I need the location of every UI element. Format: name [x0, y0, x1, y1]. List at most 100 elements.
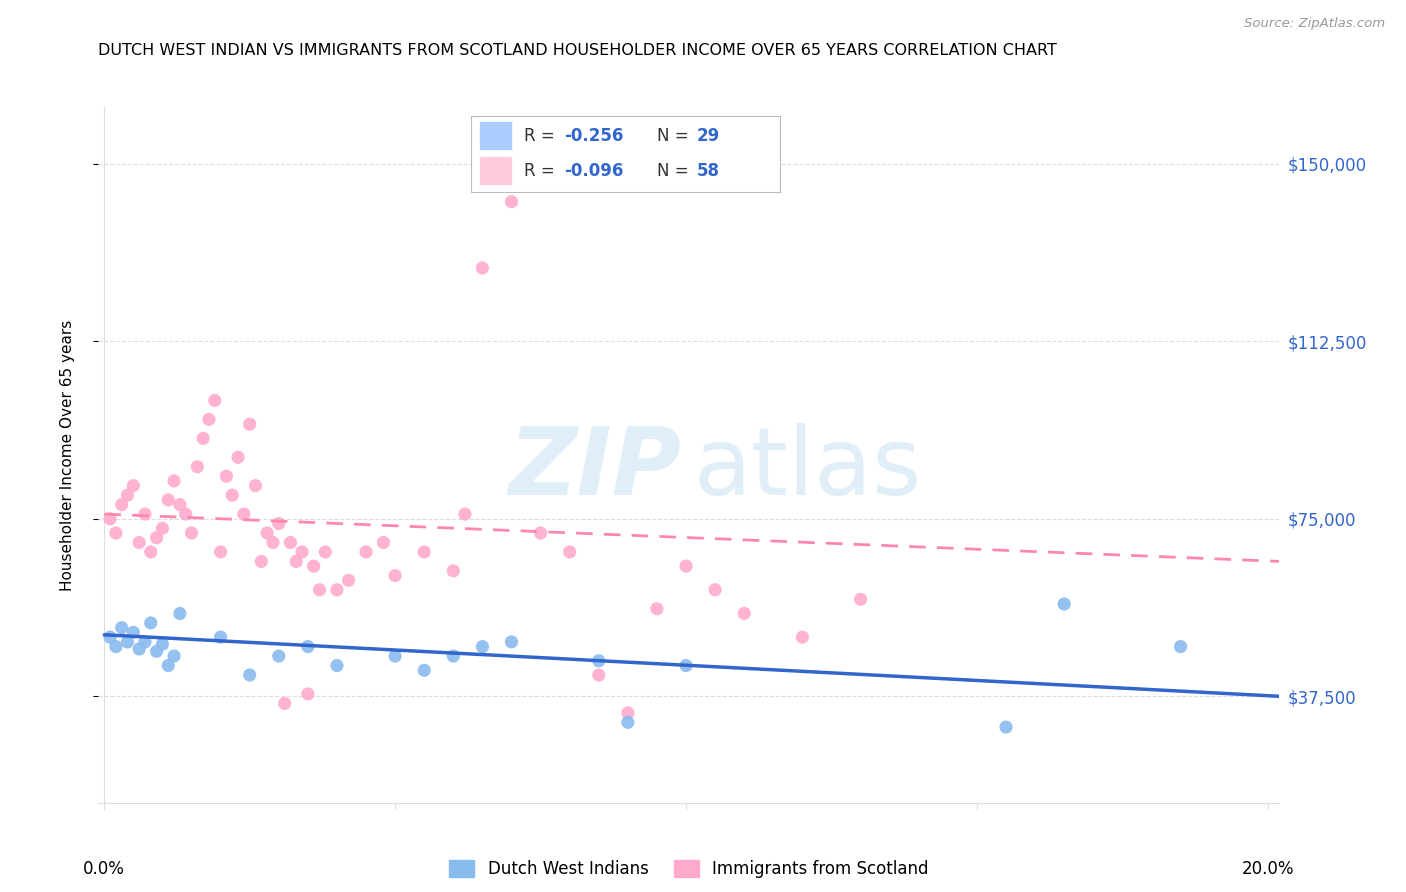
Text: N =: N =	[657, 127, 693, 145]
Legend: Dutch West Indians, Immigrants from Scotland: Dutch West Indians, Immigrants from Scot…	[443, 854, 935, 885]
Point	[215, 469, 238, 483]
Point	[441, 564, 464, 578]
Point	[157, 492, 180, 507]
Point	[256, 526, 278, 541]
Point	[111, 621, 134, 635]
Point	[145, 531, 167, 545]
Point	[145, 644, 167, 658]
Point	[354, 545, 377, 559]
Point	[239, 417, 262, 432]
Point	[617, 706, 640, 720]
Text: R =: R =	[523, 127, 560, 145]
Point	[273, 697, 295, 711]
Point	[98, 630, 121, 644]
Point	[117, 635, 139, 649]
Point	[704, 582, 727, 597]
Point	[250, 554, 273, 568]
Point	[117, 488, 139, 502]
Point	[384, 649, 406, 664]
Point	[373, 535, 395, 549]
Point	[163, 474, 186, 488]
Point	[297, 687, 319, 701]
Point	[291, 545, 314, 559]
Point	[267, 649, 290, 664]
Point	[209, 630, 232, 644]
Point	[326, 582, 349, 597]
Point	[169, 607, 191, 621]
Point	[267, 516, 290, 531]
Point	[226, 450, 249, 465]
Text: N =: N =	[657, 161, 693, 179]
Point	[792, 630, 814, 644]
Text: atlas: atlas	[693, 423, 921, 515]
Bar	[481, 157, 512, 185]
Point	[152, 637, 174, 651]
Point	[645, 601, 668, 615]
Point	[441, 649, 464, 664]
Bar	[481, 122, 512, 149]
Point	[186, 459, 208, 474]
Point	[297, 640, 319, 654]
Point	[104, 526, 127, 541]
Point	[128, 642, 150, 657]
Point	[326, 658, 349, 673]
Point	[1053, 597, 1076, 611]
Point	[501, 635, 523, 649]
Text: 29: 29	[697, 127, 720, 145]
Point	[122, 625, 145, 640]
Point	[675, 658, 697, 673]
Point	[98, 512, 121, 526]
Point	[122, 478, 145, 492]
Y-axis label: Householder Income Over 65 years: Householder Income Over 65 years	[60, 319, 75, 591]
Point	[209, 545, 232, 559]
Point	[413, 545, 436, 559]
Point	[232, 507, 254, 521]
Point	[169, 498, 191, 512]
Text: DUTCH WEST INDIAN VS IMMIGRANTS FROM SCOTLAND HOUSEHOLDER INCOME OVER 65 YEARS C: DUTCH WEST INDIAN VS IMMIGRANTS FROM SCO…	[98, 43, 1057, 58]
Point	[314, 545, 336, 559]
Point	[204, 393, 226, 408]
Point	[337, 574, 360, 588]
Point	[588, 654, 610, 668]
Point	[733, 607, 755, 621]
Text: ZIP: ZIP	[508, 423, 681, 515]
Point	[111, 498, 134, 512]
Text: R =: R =	[523, 161, 560, 179]
Point	[239, 668, 262, 682]
Point	[588, 668, 610, 682]
Point	[134, 507, 156, 521]
Point	[471, 260, 494, 275]
Text: 0.0%: 0.0%	[83, 860, 125, 878]
Point	[280, 535, 302, 549]
Point	[675, 559, 697, 574]
Point	[302, 559, 325, 574]
Point	[191, 431, 214, 445]
Point	[1170, 640, 1192, 654]
Point	[384, 568, 406, 582]
Point	[558, 545, 581, 559]
Point	[152, 521, 174, 535]
Text: Source: ZipAtlas.com: Source: ZipAtlas.com	[1244, 17, 1385, 29]
Point	[849, 592, 872, 607]
Text: -0.096: -0.096	[564, 161, 623, 179]
Point	[995, 720, 1018, 734]
Point	[139, 545, 162, 559]
Point	[529, 526, 551, 541]
Point	[501, 194, 523, 209]
Point	[245, 478, 267, 492]
Point	[174, 507, 197, 521]
Point	[139, 615, 162, 630]
Point	[134, 635, 156, 649]
Point	[128, 535, 150, 549]
Text: 58: 58	[697, 161, 720, 179]
Point	[617, 715, 640, 730]
Text: -0.256: -0.256	[564, 127, 623, 145]
Point	[285, 554, 308, 568]
Point	[413, 663, 436, 677]
Point	[471, 640, 494, 654]
Point	[163, 649, 186, 664]
Point	[180, 526, 202, 541]
Point	[308, 582, 330, 597]
Text: 20.0%: 20.0%	[1241, 860, 1294, 878]
Point	[198, 412, 221, 426]
